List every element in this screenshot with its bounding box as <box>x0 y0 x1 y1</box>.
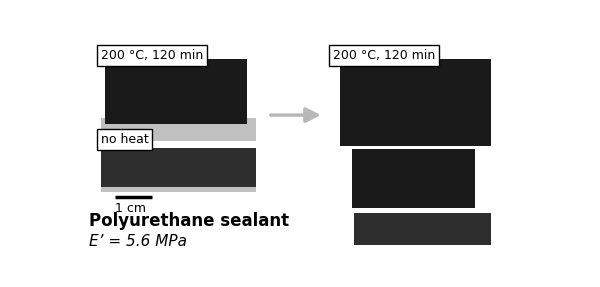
Bar <box>340 59 491 146</box>
Bar <box>101 148 256 187</box>
Bar <box>101 180 256 193</box>
Bar <box>354 214 491 245</box>
Text: E’ = 5.6 MPa: E’ = 5.6 MPa <box>89 234 187 249</box>
Bar <box>101 119 256 141</box>
Bar <box>105 59 247 124</box>
Bar <box>352 149 475 208</box>
Text: 200 °C, 120 min: 200 °C, 120 min <box>101 49 203 62</box>
Text: no heat: no heat <box>101 133 148 146</box>
Text: 200 °C, 120 min: 200 °C, 120 min <box>333 49 436 62</box>
Text: 1 cm: 1 cm <box>115 202 146 215</box>
Text: Polyurethane sealant: Polyurethane sealant <box>89 212 289 230</box>
